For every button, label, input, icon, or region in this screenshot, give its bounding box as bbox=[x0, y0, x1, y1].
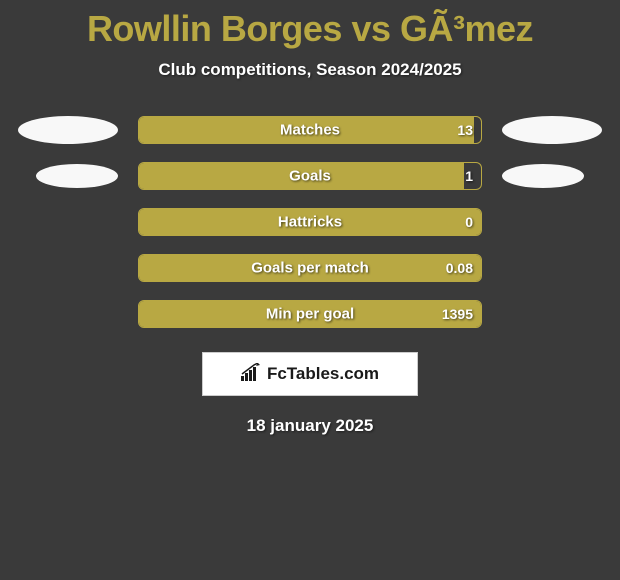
stat-bar: Goals 1 bbox=[138, 162, 482, 190]
stat-bar: Hattricks 0 bbox=[138, 208, 482, 236]
bar-value: 0.08 bbox=[446, 260, 473, 276]
left-ellipse bbox=[18, 254, 118, 282]
left-ellipse bbox=[18, 116, 118, 144]
left-ellipse bbox=[18, 300, 118, 328]
bar-value: 1 bbox=[465, 168, 473, 184]
right-ellipse bbox=[502, 208, 602, 236]
stat-bar: Goals per match 0.08 bbox=[138, 254, 482, 282]
logo-text: FcTables.com bbox=[267, 364, 379, 384]
stat-row: Matches 13 bbox=[0, 116, 620, 144]
stat-row: Goals per match 0.08 bbox=[0, 254, 620, 282]
stat-row: Goals 1 bbox=[0, 162, 620, 190]
stat-row: Hattricks 0 bbox=[0, 208, 620, 236]
right-ellipse bbox=[502, 300, 602, 328]
right-ellipse bbox=[502, 164, 584, 188]
subtitle: Club competitions, Season 2024/2025 bbox=[0, 60, 620, 80]
bar-label: Goals per match bbox=[251, 260, 369, 277]
bar-value: 0 bbox=[465, 214, 473, 230]
stat-bar: Matches 13 bbox=[138, 116, 482, 144]
stats-rows: Matches 13 Goals 1 Hattricks 0 Goals per match… bbox=[0, 116, 620, 328]
bar-label: Matches bbox=[280, 122, 340, 139]
logo-box: FcTables.com bbox=[202, 352, 418, 396]
bar-value: 13 bbox=[457, 122, 473, 138]
bar-label: Hattricks bbox=[278, 214, 342, 231]
bar-value: 1395 bbox=[442, 306, 473, 322]
left-ellipse bbox=[36, 164, 118, 188]
right-ellipse bbox=[502, 116, 602, 144]
player2-name: GÃ³mez bbox=[400, 8, 533, 49]
right-ellipse bbox=[502, 254, 602, 282]
bar-label: Goals bbox=[289, 168, 331, 185]
page-title: Rowllin Borges vs GÃ³mez bbox=[0, 8, 620, 50]
stat-bar: Min per goal 1395 bbox=[138, 300, 482, 328]
comparison-card: Rowllin Borges vs GÃ³mez Club competitio… bbox=[0, 0, 620, 436]
bar-label: Min per goal bbox=[266, 306, 354, 323]
player1-name: Rowllin Borges bbox=[87, 8, 342, 49]
growth-chart-icon bbox=[241, 363, 263, 386]
date-text: 18 january 2025 bbox=[0, 416, 620, 436]
left-ellipse bbox=[18, 208, 118, 236]
vs-text: vs bbox=[351, 8, 400, 49]
stat-row: Min per goal 1395 bbox=[0, 300, 620, 328]
